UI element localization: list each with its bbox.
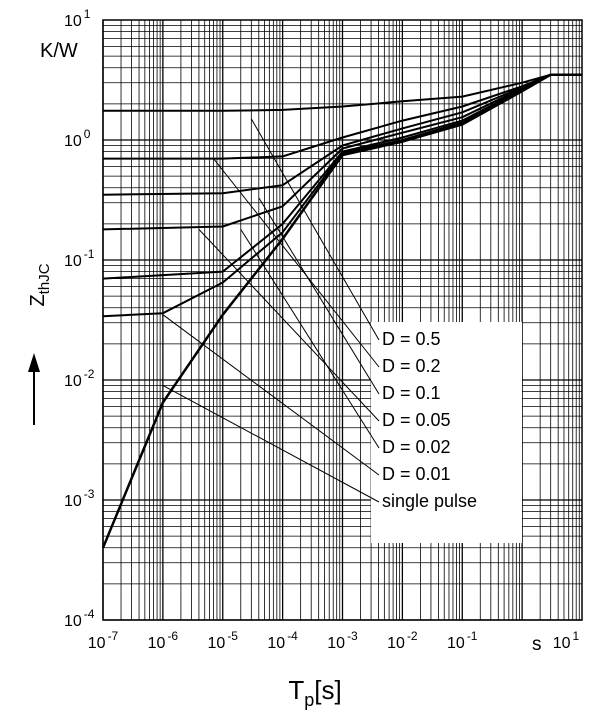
series-curve [103, 73, 582, 112]
y-tick-label: 10 -1 [64, 247, 95, 270]
series-curve [101, 73, 582, 549]
legend-label: D = 0.02 [382, 437, 451, 457]
y-axis-label: ZthJC [27, 263, 53, 306]
x-tick-label: 10 -7 [88, 629, 119, 652]
y-unit-label: K/W [40, 40, 78, 62]
legend-pointer-line [240, 229, 380, 449]
y-tick-label: 10 -3 [64, 487, 95, 510]
y-tick-label: 10 -2 [64, 367, 95, 390]
x-tick-label: 10 -3 [327, 629, 358, 652]
x-tick-label: 10 -1 [447, 629, 478, 652]
legend-label: D = 0.1 [382, 383, 441, 403]
legend-pointer-line [258, 197, 380, 395]
y-tick-label: 10 0 [64, 127, 91, 150]
legend-label: D = 0.5 [382, 329, 441, 349]
legend-box [371, 322, 522, 543]
legend-pointer-line [198, 229, 380, 422]
y-tick-label: 10 1 [64, 7, 91, 30]
legend-label: D = 0.01 [382, 464, 451, 484]
y-axis-arrow-icon [28, 353, 40, 425]
x-unit-label: s [532, 634, 542, 655]
legend-pointer-line [213, 158, 380, 368]
plot-frame [102, 19, 583, 621]
legend-label: D = 0.05 [382, 410, 451, 430]
x-tick-label: 10 -5 [208, 629, 239, 652]
legend-pointer-line [162, 385, 380, 503]
legend-pointers [162, 118, 380, 503]
x-tick-label: 10 -2 [387, 629, 418, 652]
x-tick-label: 10 -4 [267, 629, 298, 652]
x-tick-label: 10 1 [553, 629, 580, 652]
legend-pointer-line [250, 118, 380, 341]
legend: D = 0.5 D = 0.2 D = 0.1 D = 0.05 D = 0.02 D =… [382, 329, 477, 511]
x-axis-label: Tp[s] [288, 675, 341, 710]
legend-label: single pulse [382, 491, 477, 511]
x-tick-label: 10 -6 [148, 629, 179, 652]
legend-pointer-line [162, 314, 380, 476]
tick-labels: 10 -7 10 -6 10 -5 10 -4 10 -3 10 -2 10 -1 10 1 10 1 10 0 10-… [64, 7, 580, 652]
curves [101, 73, 582, 549]
legend-label: D = 0.2 [382, 356, 441, 376]
y-tick-label: 10 -4 [64, 607, 95, 630]
